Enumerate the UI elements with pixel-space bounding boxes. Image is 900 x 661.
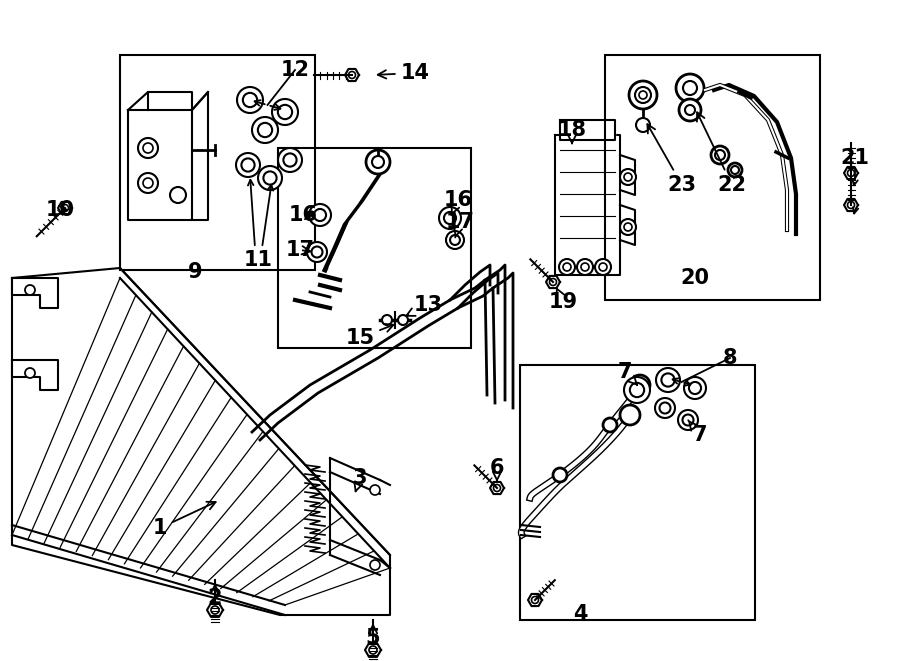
Circle shape xyxy=(366,150,390,174)
Circle shape xyxy=(252,117,278,143)
Circle shape xyxy=(678,410,698,430)
Polygon shape xyxy=(555,135,620,275)
Circle shape xyxy=(170,187,186,203)
Circle shape xyxy=(370,485,380,495)
Polygon shape xyxy=(12,278,58,308)
Text: 5: 5 xyxy=(365,625,381,648)
Circle shape xyxy=(676,74,704,102)
Circle shape xyxy=(595,259,611,275)
Polygon shape xyxy=(58,202,72,214)
Polygon shape xyxy=(490,482,504,494)
Text: 20: 20 xyxy=(680,268,709,288)
Polygon shape xyxy=(207,603,223,617)
Text: 2: 2 xyxy=(208,584,222,608)
Circle shape xyxy=(278,148,302,172)
Circle shape xyxy=(237,87,263,113)
Text: 3: 3 xyxy=(353,468,367,491)
Circle shape xyxy=(636,118,650,132)
Text: 7: 7 xyxy=(688,420,707,445)
Text: 22: 22 xyxy=(697,112,746,195)
Text: 19: 19 xyxy=(548,289,578,312)
Circle shape xyxy=(635,87,651,103)
Circle shape xyxy=(559,259,575,275)
Polygon shape xyxy=(560,120,615,140)
Circle shape xyxy=(439,207,461,229)
Circle shape xyxy=(684,377,706,399)
Circle shape xyxy=(711,146,729,164)
Circle shape xyxy=(603,418,617,432)
Circle shape xyxy=(553,468,567,482)
Polygon shape xyxy=(365,643,381,657)
Circle shape xyxy=(370,560,380,570)
Circle shape xyxy=(620,219,636,235)
Text: 16: 16 xyxy=(289,205,318,225)
Circle shape xyxy=(25,285,35,295)
Circle shape xyxy=(382,315,392,325)
Circle shape xyxy=(620,169,636,185)
Bar xyxy=(520,365,755,620)
Circle shape xyxy=(630,375,650,395)
Circle shape xyxy=(629,81,657,109)
Text: 4: 4 xyxy=(572,604,587,624)
Polygon shape xyxy=(528,594,542,606)
Text: 1: 1 xyxy=(153,502,216,538)
Polygon shape xyxy=(345,69,359,81)
Polygon shape xyxy=(12,360,58,390)
Text: 17: 17 xyxy=(446,212,474,237)
Text: 21: 21 xyxy=(841,148,869,168)
Polygon shape xyxy=(546,276,560,288)
Text: 12: 12 xyxy=(281,60,310,80)
Text: 10: 10 xyxy=(46,200,75,220)
Text: 14: 14 xyxy=(378,63,429,83)
Text: 9: 9 xyxy=(188,262,202,282)
Text: 11: 11 xyxy=(244,250,273,270)
Circle shape xyxy=(309,204,331,226)
Circle shape xyxy=(620,405,640,425)
Circle shape xyxy=(728,163,742,177)
Text: 8: 8 xyxy=(723,348,737,368)
Text: 13: 13 xyxy=(406,295,443,316)
Polygon shape xyxy=(844,167,858,179)
Circle shape xyxy=(138,173,158,193)
Circle shape xyxy=(446,231,464,249)
Circle shape xyxy=(25,368,35,378)
Circle shape xyxy=(656,368,680,392)
Circle shape xyxy=(307,242,327,262)
Circle shape xyxy=(577,259,593,275)
Bar xyxy=(605,55,820,300)
Bar xyxy=(120,55,315,270)
Circle shape xyxy=(655,398,675,418)
Polygon shape xyxy=(128,110,192,220)
Circle shape xyxy=(398,315,408,325)
Circle shape xyxy=(272,99,298,125)
Text: 6: 6 xyxy=(490,458,504,481)
Text: 18: 18 xyxy=(557,120,587,143)
Circle shape xyxy=(138,138,158,158)
Circle shape xyxy=(236,153,260,177)
Text: 16: 16 xyxy=(444,190,472,215)
Polygon shape xyxy=(844,199,858,211)
Text: 7: 7 xyxy=(617,362,637,385)
Bar xyxy=(278,148,471,348)
Text: 23: 23 xyxy=(647,124,697,195)
Text: 17: 17 xyxy=(285,240,314,260)
Circle shape xyxy=(624,377,650,403)
Polygon shape xyxy=(12,268,390,615)
Circle shape xyxy=(258,166,282,190)
Circle shape xyxy=(679,99,701,121)
Text: 15: 15 xyxy=(346,324,393,348)
